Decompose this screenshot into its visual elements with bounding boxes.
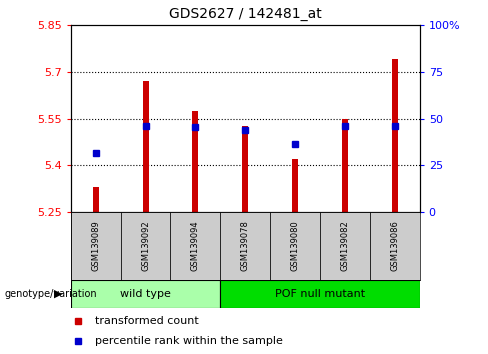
Text: GSM139094: GSM139094 xyxy=(191,221,200,272)
Title: GDS2627 / 142481_at: GDS2627 / 142481_at xyxy=(169,7,322,21)
Bar xyxy=(370,212,420,280)
Text: percentile rank within the sample: percentile rank within the sample xyxy=(95,336,283,346)
Bar xyxy=(192,111,198,212)
Bar xyxy=(392,59,398,212)
Bar xyxy=(292,159,298,212)
Bar xyxy=(220,212,270,280)
Bar xyxy=(320,212,370,280)
Bar xyxy=(71,212,121,280)
Text: ▶: ▶ xyxy=(54,289,63,299)
Bar xyxy=(142,81,148,212)
Bar xyxy=(93,187,99,212)
Text: genotype/variation: genotype/variation xyxy=(5,289,98,299)
Bar xyxy=(342,119,348,212)
Bar xyxy=(71,280,220,308)
Text: transformed count: transformed count xyxy=(95,316,199,326)
Text: wild type: wild type xyxy=(120,289,171,299)
Bar xyxy=(220,280,420,308)
Bar xyxy=(121,212,170,280)
Text: GSM139086: GSM139086 xyxy=(390,221,399,272)
Text: POF null mutant: POF null mutant xyxy=(275,289,365,299)
Text: GSM139089: GSM139089 xyxy=(91,221,100,272)
Bar xyxy=(242,126,248,212)
Text: GSM139092: GSM139092 xyxy=(141,221,150,272)
Text: GSM139078: GSM139078 xyxy=(241,221,250,272)
Text: GSM139080: GSM139080 xyxy=(290,221,300,272)
Bar xyxy=(170,212,220,280)
Text: GSM139082: GSM139082 xyxy=(341,221,349,272)
Bar xyxy=(270,212,320,280)
